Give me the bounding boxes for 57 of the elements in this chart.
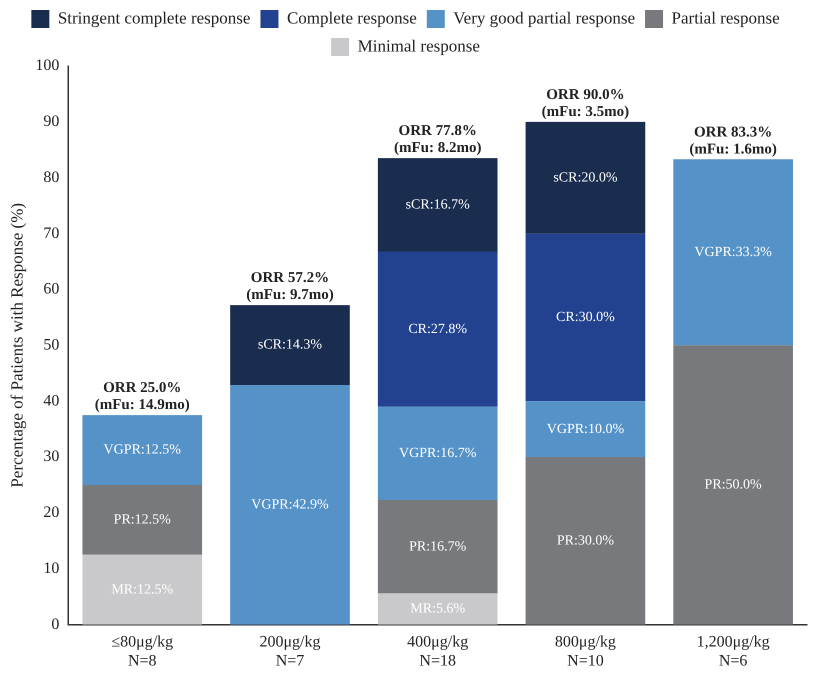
bar: [673, 345, 793, 625]
x-tick-label: 1,200μg/kg N=6: [696, 633, 770, 670]
y-tick-label: 30: [43, 448, 60, 466]
bar: [526, 401, 646, 458]
data-label: PR:12.5%: [114, 512, 172, 528]
data-label: VGPR:42.9%: [251, 497, 330, 512]
legend-label: Partial response: [672, 8, 780, 28]
y-tick-label: 0: [51, 616, 60, 633]
x-tick-label: ≤80μg/kg N=8: [111, 633, 174, 670]
x-tick-label: 400μg/kg N=18: [407, 633, 468, 670]
bar: [526, 457, 646, 625]
data-label: sCR:16.7%: [406, 197, 470, 212]
x-tick-label: 800μg/kg N=10: [554, 633, 616, 670]
bar: [230, 305, 350, 385]
data-label: VGPR:16.7%: [398, 446, 477, 462]
y-axis-title: Percentage of Patients with Response (%): [8, 202, 27, 488]
data-label: sCR:20.0%: [553, 170, 618, 186]
y-tick-label: 40: [43, 392, 60, 410]
y-tick-label: 60: [43, 280, 60, 298]
y-tick-label: 50: [43, 336, 60, 354]
bar: [526, 122, 646, 234]
y-tick-label: 10: [43, 560, 60, 577]
y-tick-label: 100: [35, 57, 60, 74]
total-label: ORR 25.0% (mFu: 14.9mo): [94, 380, 190, 414]
bar: [378, 251, 498, 407]
legend-label: Minimal response: [358, 36, 480, 56]
data-label: PR:30.0%: [556, 533, 614, 548]
data-label: VGPR:12.5%: [104, 442, 182, 458]
bar: [673, 159, 793, 346]
bar: [378, 500, 498, 594]
y-tick-label: 70: [43, 224, 60, 242]
total-label: ORR 90.0% (mFu: 3.5mo): [542, 86, 630, 120]
data-label: VGPR:33.3%: [694, 244, 772, 260]
bar: [526, 234, 646, 402]
bar: [82, 554, 202, 625]
legend-label: Stringent complete response: [58, 8, 250, 28]
total-label: ORR 57.2% (mFu: 9.7mo): [246, 270, 334, 304]
legend-label: Complete response: [286, 8, 417, 28]
total-label: ORR 77.8% (mFu: 8.2mo): [394, 123, 482, 156]
data-label: PR:16.7%: [409, 539, 467, 554]
data-label: VGPR:10.0%: [546, 422, 624, 437]
bar: [378, 593, 498, 625]
x-tick-label: 200μg/kg N=7: [259, 633, 320, 670]
bar: [230, 384, 350, 625]
total-label: ORR 83.3% (mFu: 1.6mo): [689, 124, 777, 158]
bar: [378, 406, 498, 500]
legend-label: Very good partial response: [453, 8, 636, 28]
y-tick-label: 80: [43, 168, 60, 186]
y-tick-label: 90: [43, 113, 60, 130]
bar: [82, 484, 202, 555]
data-label: sCR:14.3%: [258, 338, 322, 353]
bar: [378, 158, 498, 252]
data-label: CR:30.0%: [556, 310, 616, 326]
data-label: CR:27.8%: [408, 322, 468, 337]
data-label: PR:50.0%: [704, 478, 762, 493]
y-tick-label: 20: [43, 504, 60, 522]
bar: [82, 415, 202, 485]
